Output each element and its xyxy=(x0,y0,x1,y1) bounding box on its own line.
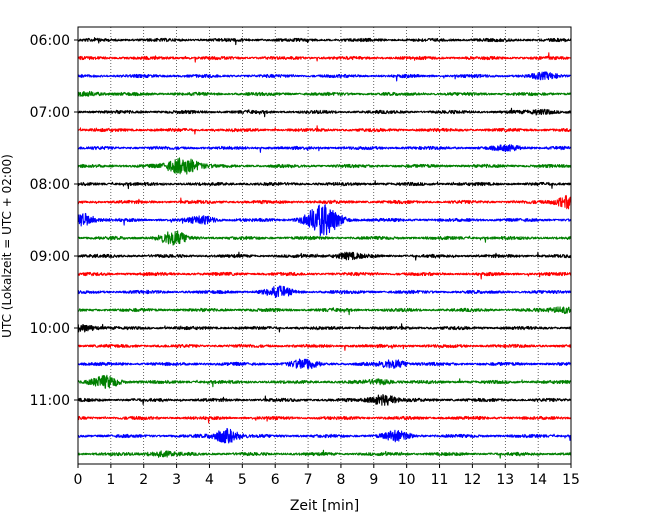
trace-row xyxy=(77,157,572,175)
trace-line xyxy=(77,251,572,261)
trace-row xyxy=(77,358,572,370)
trace-line xyxy=(77,394,572,406)
trace-line xyxy=(77,180,572,190)
trace-row xyxy=(77,271,572,280)
trace-line xyxy=(77,358,572,370)
trace-row xyxy=(77,71,572,82)
trace-line xyxy=(77,52,572,63)
trace-row xyxy=(77,251,572,261)
trace-row xyxy=(77,323,572,333)
trace-row xyxy=(77,230,572,246)
y-tick-label: 09:00 xyxy=(30,249,70,265)
x-tick-label: 8 xyxy=(336,472,345,488)
x-tick-label: 10 xyxy=(398,472,416,488)
trace-row xyxy=(77,180,572,190)
trace-line xyxy=(77,230,572,246)
trace-line xyxy=(77,125,572,135)
x-tick-label: 4 xyxy=(205,472,214,488)
trace-line xyxy=(77,271,572,280)
trace-row xyxy=(77,449,572,459)
y-tick-label: 08:00 xyxy=(30,177,70,193)
x-axis-label: Zeit [min] xyxy=(290,498,359,514)
trace-line xyxy=(77,194,572,210)
trace-row xyxy=(77,374,572,389)
trace-line xyxy=(77,157,572,175)
trace-line xyxy=(77,415,572,424)
trace-row xyxy=(77,343,572,351)
x-tick-label: 6 xyxy=(271,472,280,488)
trace-line xyxy=(77,428,572,444)
x-tick-label: 3 xyxy=(172,472,181,488)
trace-row xyxy=(77,285,572,299)
trace-line xyxy=(77,90,572,97)
plot-frame xyxy=(77,26,572,465)
x-tick-label: 7 xyxy=(304,472,313,488)
trace-row xyxy=(77,52,572,63)
trace-row xyxy=(77,37,572,46)
trace-row xyxy=(77,144,572,153)
seismogram-traces xyxy=(77,37,572,459)
x-tick-label: 12 xyxy=(463,472,481,488)
y-tick-label: 06:00 xyxy=(30,33,70,49)
trace-row xyxy=(77,394,572,406)
trace-line xyxy=(77,144,572,153)
y-tick-label: 11:00 xyxy=(30,393,70,409)
x-tick-label: 0 xyxy=(74,472,83,488)
x-tick-label: 11 xyxy=(431,472,449,488)
trace-line xyxy=(77,323,572,333)
x-tick-label: 13 xyxy=(496,472,514,488)
x-tick-label: 14 xyxy=(529,472,547,488)
y-tick-label: 07:00 xyxy=(30,105,70,121)
x-tick-label: 2 xyxy=(139,472,148,488)
x-axis-ticks: 0 1 2 3 4 5 6 7 8 9 10 11 12 13 14 15 xyxy=(74,464,580,488)
trace-line xyxy=(77,285,572,299)
trace-row xyxy=(77,194,572,210)
trace-line xyxy=(77,107,572,118)
trace-row xyxy=(77,415,572,424)
x-tick-label: 1 xyxy=(106,472,115,488)
trace-line xyxy=(77,374,572,389)
trace-line xyxy=(77,343,572,351)
trace-row xyxy=(77,125,572,135)
x-tick-label: 9 xyxy=(369,472,378,488)
trace-row xyxy=(77,204,572,237)
trace-line xyxy=(77,37,572,46)
trace-row xyxy=(77,107,572,118)
trace-row xyxy=(77,428,572,444)
trace-line xyxy=(77,204,572,237)
y-axis-label: UTC (Lokalzeit = UTC + 02:00) xyxy=(0,154,14,338)
trace-row xyxy=(77,90,572,97)
vertical-grid xyxy=(110,27,539,464)
trace-line xyxy=(77,449,572,459)
y-axis-ticks: 06:00 07:00 08:00 09:00 10:00 11:00 xyxy=(30,33,78,409)
trace-line xyxy=(77,71,572,82)
x-tick-label: 5 xyxy=(238,472,247,488)
trace-line xyxy=(77,306,572,316)
y-tick-label: 10:00 xyxy=(30,321,70,337)
trace-row xyxy=(77,306,572,316)
x-tick-label: 15 xyxy=(562,472,580,488)
